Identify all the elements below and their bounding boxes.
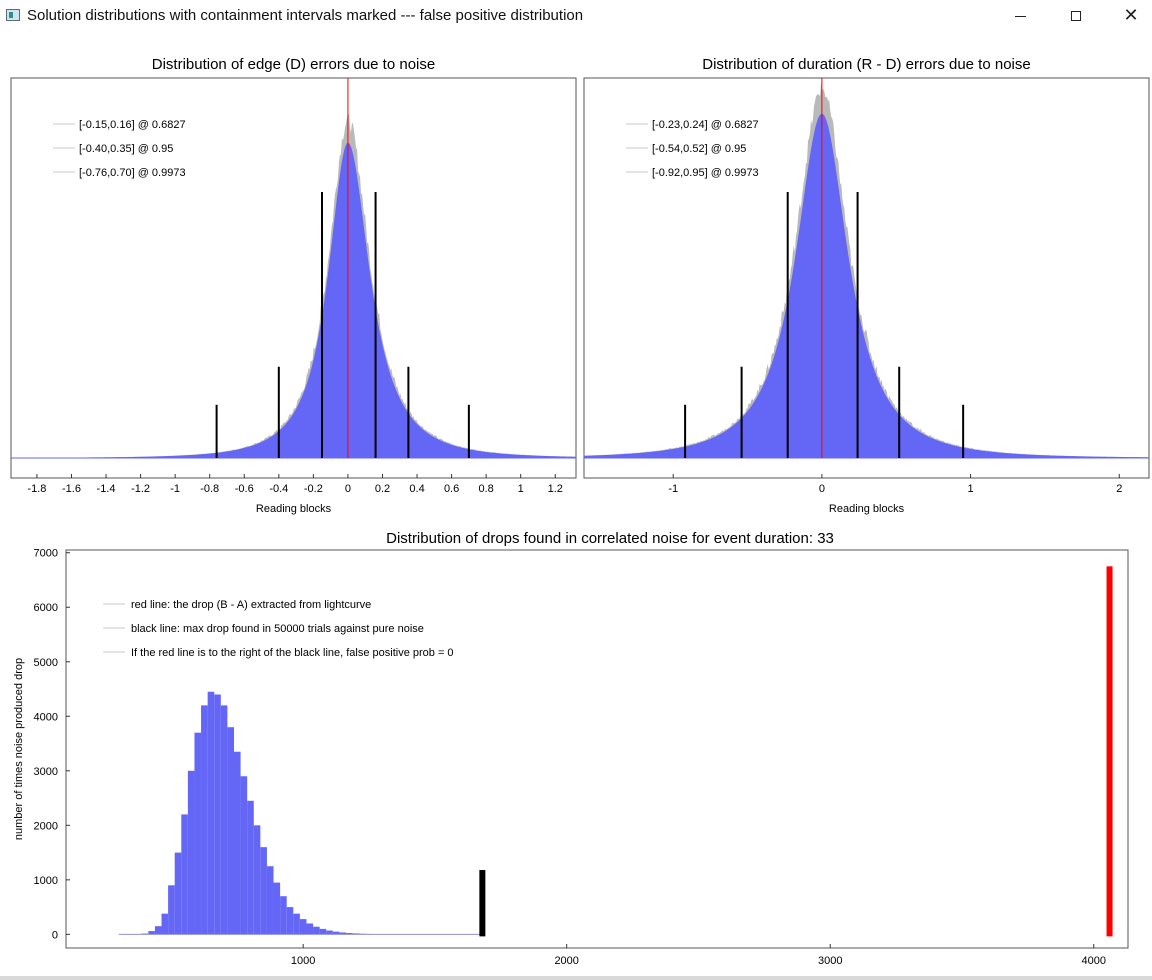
histogram-bar: [154, 926, 162, 935]
histogram-bar: [345, 933, 353, 935]
observed-drop-line: [1106, 566, 1113, 937]
plots-area: Distribution of edge (D) errors due to n…: [10, 56, 1150, 967]
histogram-bar: [280, 896, 287, 935]
x-tick-label: -1: [170, 483, 180, 495]
histogram-bar: [187, 770, 195, 935]
window-title: Solution distributions with containment …: [27, 7, 584, 24]
histogram-bar: [339, 932, 346, 935]
maximize-icon: [1071, 11, 1081, 21]
x-tick-label: -0.6: [235, 483, 254, 495]
legend-entry: red line: the drop (B - A) extracted fro…: [131, 599, 371, 611]
legend-entry: [-0.23,0.24] @ 0.6827: [652, 119, 759, 131]
histogram-bar: [168, 885, 175, 935]
legend-entry: [-0.54,0.52] @ 0.95: [652, 143, 746, 155]
histogram-bar: [293, 913, 300, 935]
x-tick-label: 0: [345, 483, 351, 495]
histogram-bar: [319, 928, 327, 935]
y-tick-label: 6000: [34, 602, 58, 614]
x-tick-label: 0.6: [444, 483, 459, 495]
y-tick-label: 1000: [34, 875, 58, 887]
y-tick-label: 0: [52, 929, 58, 941]
x-tick-label: -1.4: [97, 483, 116, 495]
x-tick-label: 0.4: [409, 483, 424, 495]
chart-title: Distribution of edge (D) errors due to n…: [152, 56, 435, 73]
histogram-bar: [240, 776, 248, 935]
histogram-bar: [299, 919, 307, 935]
y-tick-label: 2000: [34, 820, 58, 832]
x-tick-label: -1.2: [131, 483, 150, 495]
minimize-button[interactable]: [997, 0, 1043, 32]
histogram-bar: [194, 732, 202, 935]
chart-title: Distribution of duration (R - D) errors …: [702, 56, 1030, 73]
y-tick-label: 3000: [34, 766, 58, 778]
histogram-bar: [247, 800, 254, 935]
histogram-bar: [260, 847, 267, 935]
histogram-bar: [201, 705, 208, 935]
legend-entry: [-0.76,0.70] @ 0.9973: [79, 167, 186, 179]
x-tick-label: 3000: [818, 955, 842, 967]
y-tick-label: 5000: [34, 657, 58, 669]
histogram-bar: [313, 926, 320, 935]
close-icon: ✕: [1123, 5, 1139, 26]
minimize-icon: [1014, 15, 1026, 17]
x-tick-label: -0.2: [304, 483, 323, 495]
histogram-bar: [181, 814, 188, 935]
legend-entry: [-0.15,0.16] @ 0.6827: [79, 119, 186, 131]
x-tick-label: 2000: [554, 955, 578, 967]
x-tick-label: -1.6: [62, 483, 81, 495]
x-tick-label: 0.8: [479, 483, 494, 495]
histogram-bar: [227, 727, 234, 935]
legend-entry: If the red line is to the right of the b…: [131, 647, 454, 659]
max-noise-drop-line: [479, 870, 486, 937]
title-bar: Solution distributions with containment …: [0, 0, 1152, 34]
x-tick-label: 1000: [291, 955, 315, 967]
x-axis-label: Reading blocks: [829, 503, 905, 515]
legend-entry: [-0.40,0.35] @ 0.95: [79, 143, 173, 155]
histogram-bar: [148, 931, 155, 935]
drop-distribution-plot: Distribution of drops found in correlate…: [13, 530, 1129, 967]
close-button[interactable]: ✕: [1108, 0, 1152, 32]
x-tick-label: 0.2: [375, 483, 390, 495]
x-tick-label: 0: [819, 483, 825, 495]
histogram-bar: [253, 825, 261, 935]
y-tick-label: 7000: [34, 548, 58, 560]
x-axis-label: Reading blocks: [256, 503, 332, 515]
histogram-bar: [306, 923, 314, 935]
y-tick-label: 4000: [34, 711, 58, 723]
edge-error-plot: Distribution of edge (D) errors due to n…: [10, 56, 577, 515]
histogram-bar: [273, 882, 281, 935]
app-icon: [6, 9, 20, 21]
histogram-bar: [326, 930, 333, 935]
chart-title: Distribution of drops found in correlate…: [386, 530, 834, 547]
x-tick-label: -1: [668, 483, 678, 495]
duration-error-plot: Distribution of duration (R - D) errors …: [583, 56, 1150, 515]
histogram-bar: [207, 691, 215, 935]
histogram-bar: [174, 852, 182, 935]
x-tick-label: 1.2: [548, 483, 563, 495]
legend-entry: black line: max drop found in 50000 tria…: [131, 623, 424, 635]
histogram-bar: [220, 705, 228, 935]
legend-entry: [-0.92,0.95] @ 0.9973: [652, 167, 759, 179]
histogram-bar: [161, 913, 169, 935]
x-tick-label: -1.8: [27, 483, 46, 495]
x-tick-label: 1: [518, 483, 524, 495]
window-bottom-edge: [0, 976, 1152, 980]
histogram-bar: [286, 907, 294, 935]
histogram-fill: [584, 113, 1149, 459]
histogram-bar: [214, 694, 221, 935]
histogram-bar: [233, 751, 241, 935]
histogram-bar: [266, 866, 274, 935]
y-axis-label: number of times noise produced drop: [13, 658, 25, 840]
x-tick-label: 4000: [1081, 955, 1105, 967]
x-tick-label: -0.8: [200, 483, 219, 495]
histogram-bar: [332, 931, 340, 935]
x-tick-label: -0.4: [269, 483, 288, 495]
x-tick-label: 2: [1116, 483, 1122, 495]
x-tick-label: 1: [968, 483, 974, 495]
maximize-button[interactable]: [1053, 0, 1099, 32]
